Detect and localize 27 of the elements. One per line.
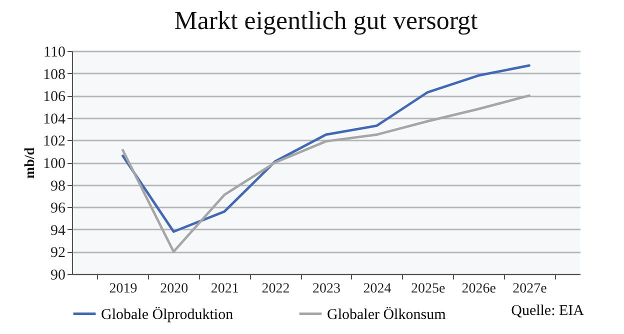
y-tick-label: 90 (50, 268, 66, 284)
y-axis-title: mb/d (23, 147, 38, 179)
x-tick-label: 2019 (109, 282, 138, 296)
y-tick-label: 104 (43, 111, 66, 128)
y-tick-label: 102 (43, 134, 66, 150)
legend-label: Globaler Ölkonsum (327, 306, 446, 323)
y-tick-label: 94 (50, 222, 66, 239)
source-note: Quelle: EIA (511, 303, 584, 320)
x-tick-label: 2024 (363, 282, 392, 296)
line-series (122, 64, 530, 233)
chart-title: Markt eigentlich gut versorgt (174, 6, 479, 35)
x-tick-label: 2020 (160, 282, 188, 296)
x-tick-label: 2025e (410, 282, 446, 296)
x-tick-label: 2021 (210, 282, 239, 296)
y-tick-label: 110 (44, 44, 66, 60)
y-tick-label: 98 (50, 178, 66, 194)
x-tick-label: 2027e (512, 282, 547, 296)
y-tick-label: 100 (43, 156, 66, 172)
y-tick-label: 108 (43, 66, 66, 83)
x-tick-label: 2023 (312, 282, 340, 296)
legend-label: Globale Ölproduktion (101, 306, 234, 323)
x-tick-label: 2026e (462, 282, 496, 296)
y-tick-label: 106 (43, 89, 66, 106)
x-tick-label: 2022 (262, 282, 290, 296)
line-series (122, 94, 530, 253)
y-tick-label: 96 (50, 200, 66, 217)
y-tick-label: 92 (50, 245, 66, 262)
